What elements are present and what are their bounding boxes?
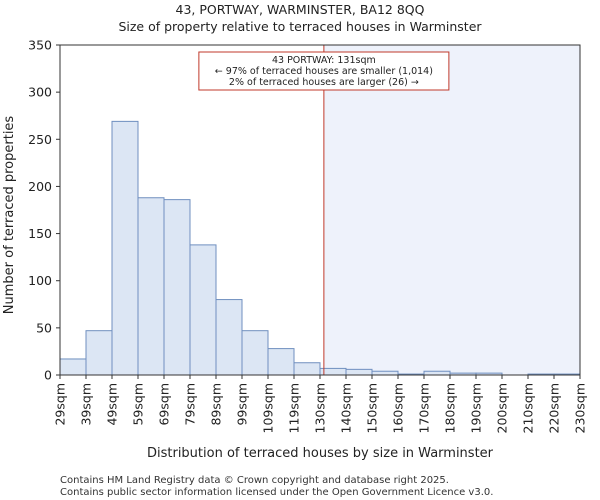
annotation-line-1: 43 PORTWAY: 131sqm	[272, 55, 376, 66]
x-tick-label: 29sqm	[53, 383, 68, 426]
x-tick-label: 190sqm	[469, 383, 484, 433]
x-tick-label: 130sqm	[313, 383, 328, 433]
y-tick-label: 200	[28, 179, 52, 194]
y-tick-label: 50	[36, 320, 52, 335]
histogram-bar	[215, 299, 243, 376]
x-tick-label: 39sqm	[79, 383, 94, 426]
x-tick-label: 119sqm	[287, 383, 302, 433]
annotation-line-3: 2% of terraced houses are larger (26) →	[229, 77, 419, 88]
histogram-bar	[423, 370, 451, 376]
histogram-bar	[59, 358, 87, 376]
larger-properties-region	[323, 45, 580, 375]
x-tick-label: 49sqm	[105, 383, 120, 426]
histogram-bar	[189, 244, 217, 376]
x-tick-label: 59sqm	[131, 383, 146, 426]
annotation-box	[198, 51, 450, 91]
histogram-bar	[241, 330, 269, 376]
chart-title-line1: 43, PORTWAY, WARMINSTER, BA12 8QQ	[176, 2, 425, 17]
histogram-bar	[85, 330, 113, 376]
histogram-bar	[137, 197, 165, 376]
x-tick-label: 99sqm	[235, 383, 250, 426]
x-tick-label: 200sqm	[495, 383, 510, 433]
x-tick-label: 220sqm	[547, 383, 562, 433]
x-tick-label: 150sqm	[365, 383, 380, 433]
x-tick-label: 230sqm	[573, 383, 588, 433]
x-axis-label: Distribution of terraced houses by size …	[147, 446, 494, 461]
footer-line-1: Contains HM Land Registry data © Crown c…	[60, 475, 449, 486]
y-tick-label: 350	[28, 38, 52, 53]
chart-title-line2: Size of property relative to terraced ho…	[118, 19, 482, 34]
x-tick-label: 109sqm	[261, 383, 276, 433]
x-tick-label: 69sqm	[157, 383, 172, 426]
x-tick-label: 210sqm	[521, 383, 536, 433]
footer-line-2: Contains public sector information licen…	[60, 487, 493, 498]
x-tick-label: 180sqm	[443, 383, 458, 433]
x-tick-label: 160sqm	[391, 383, 406, 433]
x-tick-label: 89sqm	[209, 383, 224, 426]
y-tick-label: 250	[28, 132, 52, 147]
histogram-bar	[267, 348, 295, 376]
histogram-bar	[163, 199, 191, 376]
histogram-bar	[293, 362, 321, 376]
histogram-bar	[371, 370, 399, 376]
y-axis-label: Number of terraced properties	[2, 116, 17, 315]
histogram-bar	[111, 120, 139, 376]
x-tick-label: 79sqm	[183, 383, 198, 426]
marker-annotation: 43 PORTWAY: 131sqm ← 97% of terraced hou…	[198, 51, 450, 91]
x-tick-label: 140sqm	[339, 383, 354, 433]
y-tick-label: 100	[28, 273, 52, 288]
y-tick-label: 300	[28, 85, 52, 100]
x-tick-label: 170sqm	[417, 383, 432, 433]
bars-group	[59, 120, 581, 376]
x-axis: 29sqm 39sqm 49sqm 59sqm 69sqm 79sqm 89sqm 99sqm…	[53, 375, 588, 433]
histogram-bar	[345, 368, 373, 376]
y-tick-label: 150	[28, 226, 52, 241]
y-tick-label: 0	[44, 368, 52, 383]
y-axis: 0 50 100 150 200 250 300 350	[28, 38, 60, 383]
annotation-line-2: ← 97% of terraced houses are smaller (1,…	[215, 66, 433, 77]
